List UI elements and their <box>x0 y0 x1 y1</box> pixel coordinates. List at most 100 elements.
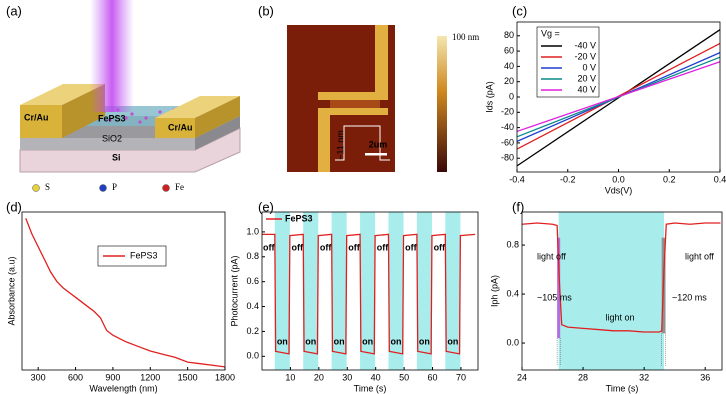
y-tick-label: 0.6 <box>246 276 259 286</box>
x-tick-label: 0.2 <box>663 174 676 184</box>
annotation: on <box>362 336 373 346</box>
x-tick-label: -0.4 <box>509 174 525 184</box>
y-tick-label: 1.0 <box>246 226 259 236</box>
panel-label: (e) <box>258 199 274 214</box>
annotation: on <box>277 336 288 346</box>
legend-label: FePS3 <box>130 250 158 260</box>
annotation: off <box>405 242 417 252</box>
data-line <box>521 222 721 333</box>
x-axis-label: Vds(V) <box>605 185 633 195</box>
y-axis-label: Iph (pA) <box>489 275 499 307</box>
x-axis-label: Wavelength (nm) <box>89 383 157 393</box>
light-on-region <box>274 212 290 370</box>
y-tick-label: -60 <box>501 137 514 147</box>
electrode <box>155 96 240 118</box>
colorbar-label: 100 nm <box>452 32 479 42</box>
x-tick-label: 1500 <box>178 372 198 382</box>
x-tick-label: 30 <box>342 372 352 382</box>
legend-label: 40 V <box>577 84 596 94</box>
legend-label: Fe <box>175 182 184 192</box>
electrode-label: Cr/Au <box>24 112 49 122</box>
plot-frame <box>521 211 723 371</box>
electrode <box>20 105 62 138</box>
plot-frame <box>261 211 479 371</box>
afm-electrode <box>318 108 388 172</box>
x-tick-label: 0.4 <box>714 174 726 184</box>
annotation: off <box>377 242 389 252</box>
afm-flake <box>330 100 380 108</box>
x-tick-label: 28 <box>578 372 588 382</box>
legend-label: 0 V <box>582 62 596 72</box>
y-tick-label: 0.4 <box>246 301 259 311</box>
y-tick-label: 40 <box>504 61 514 71</box>
data-line <box>262 233 476 355</box>
legend-swatch <box>99 184 107 192</box>
x-tick-label: -0.2 <box>560 174 576 184</box>
annotation: off <box>348 242 360 252</box>
light-on-region <box>416 212 432 370</box>
legend-box <box>97 245 167 267</box>
x-tick-label: 20 <box>314 372 324 382</box>
x-tick-label: 36 <box>700 372 710 382</box>
legend-label: -40 V <box>574 40 596 50</box>
x-axis-label: Time (s) <box>354 383 387 393</box>
panel-label: (f) <box>512 199 524 214</box>
y-tick-label: 0.8 <box>246 251 259 261</box>
y-tick-label: 0.2 <box>246 326 259 336</box>
y-tick-label: 60 <box>504 45 514 55</box>
afm-electrode <box>318 25 388 100</box>
y-tick-label: -80 <box>501 153 514 163</box>
x-tick-label: 24 <box>517 372 527 382</box>
data-line <box>516 61 721 133</box>
afm-image: ~11 nm 2um 100 nm <box>287 25 479 172</box>
legend-label: FePS3 <box>285 213 313 223</box>
y-axis-label: Ids (pA) <box>484 81 494 113</box>
x-tick-label: 50 <box>399 372 409 382</box>
data-line <box>516 29 721 167</box>
y-tick-label: 0.8 <box>506 239 519 249</box>
y-tick-label: -20 <box>501 107 514 117</box>
electrode <box>195 96 240 138</box>
annotation: light off <box>537 251 566 261</box>
x-tick-label: 32 <box>639 372 649 382</box>
panel-label: (b) <box>258 3 274 18</box>
x-tick-label: 70 <box>456 372 466 382</box>
device-schematic: Cr/Au Cr/Au FePS3 SiO2 Si <box>19 0 241 173</box>
annotation: off <box>320 242 332 252</box>
response-time-bar <box>557 237 561 339</box>
light-on-region <box>445 212 461 370</box>
x-tick-label: 0.0 <box>612 174 625 184</box>
annotation: on <box>305 336 316 346</box>
x-tick-label: 600 <box>68 372 83 382</box>
annotation: light on <box>605 312 634 322</box>
plot-frame <box>21 211 226 371</box>
y-axis-label: Absorbance (a.u) <box>6 256 16 325</box>
light-on-region <box>558 212 664 370</box>
y-tick-label: 0.0 <box>246 351 259 361</box>
x-tick-label: 40 <box>371 372 381 382</box>
oxide-label: SiO2 <box>102 133 122 143</box>
legend-swatch <box>32 184 40 192</box>
y-axis-label: Photocurrent (pA) <box>229 255 239 326</box>
annotation: off <box>434 242 446 252</box>
legend-label: P <box>112 182 117 192</box>
height-label: ~11 nm <box>335 130 345 160</box>
panel-label: (c) <box>512 3 527 18</box>
y-tick-label: 80 <box>504 30 514 40</box>
electrode <box>155 118 195 138</box>
annotation: off <box>291 242 303 252</box>
annotation: on <box>447 336 458 346</box>
y-tick-label: 20 <box>504 76 514 86</box>
x-tick-label: 60 <box>428 372 438 382</box>
x-tick-label: 300 <box>31 372 46 382</box>
x-tick-label: 1800 <box>215 372 235 382</box>
electrode-label: Cr/Au <box>168 122 193 132</box>
data-line <box>25 218 226 368</box>
light-on-region <box>303 212 319 370</box>
annotation: ~120 ms <box>672 292 707 302</box>
annotation: off <box>263 242 275 252</box>
y-tick-label: 0.0 <box>506 337 519 347</box>
height-profile <box>335 125 390 161</box>
annotation: on <box>334 336 345 346</box>
